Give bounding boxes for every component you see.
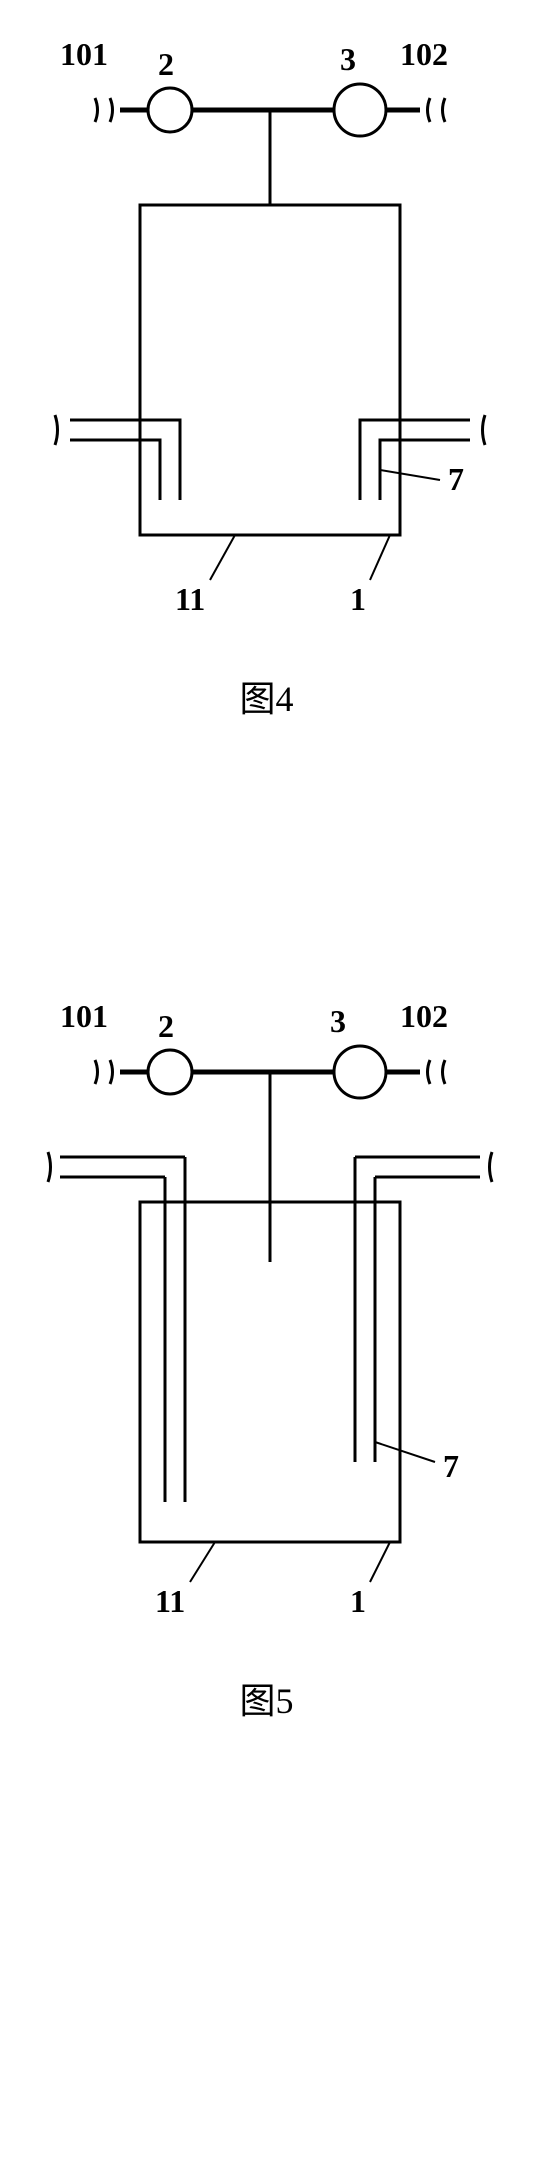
page: 101 2 3 102 7 1 11 图4: [0, 0, 533, 1724]
left-circle: [148, 88, 192, 132]
left-pipe-break-side: [48, 1152, 51, 1182]
figure-5-svg: 101 2 3 102 7 1 11: [0, 982, 533, 1642]
figure-4: 101 2 3 102 7 1 11 图4: [0, 0, 533, 722]
label-11: 11: [175, 581, 205, 617]
figure-4-caption: 图4: [0, 670, 533, 722]
label-102: 102: [400, 36, 448, 72]
label-2: 2: [158, 46, 174, 82]
figure-5: 101 2 3 102 7 1 11 图5: [0, 982, 533, 1724]
right-pipe-break-side: [490, 1152, 493, 1182]
leader-1: [370, 1542, 390, 1582]
figure-4-svg: 101 2 3 102 7 1 11: [0, 20, 533, 640]
left-pipe-break-top: [95, 98, 113, 122]
right-downtube: [355, 1157, 480, 1462]
label-1: 1: [350, 581, 366, 617]
figure-5-caption: 图5: [0, 1672, 533, 1724]
label-2: 2: [158, 1008, 174, 1044]
label-3: 3: [340, 41, 356, 77]
leader-1: [370, 535, 390, 580]
right-circle: [334, 84, 386, 136]
label-102: 102: [400, 998, 448, 1034]
label-101: 101: [60, 998, 108, 1034]
right-pipe-break-top: [428, 98, 446, 122]
right-pipe-break-side: [483, 415, 486, 445]
leader-11: [190, 1542, 215, 1582]
label-1: 1: [350, 1583, 366, 1619]
left-circle: [148, 1050, 192, 1094]
left-l-pipe: [70, 420, 180, 500]
label-11: 11: [155, 1583, 185, 1619]
leader-7: [375, 1442, 435, 1462]
right-pipe-break-top: [428, 1060, 446, 1084]
leader-7: [380, 470, 440, 480]
label-7: 7: [448, 461, 464, 497]
figure-gap: [0, 722, 533, 982]
leader-11: [210, 535, 235, 580]
label-101: 101: [60, 36, 108, 72]
left-pipe-break-top: [95, 1060, 113, 1084]
label-7: 7: [443, 1448, 459, 1484]
left-downtube: [60, 1157, 185, 1502]
label-3: 3: [330, 1003, 346, 1039]
right-circle: [334, 1046, 386, 1098]
left-pipe-break-side: [55, 415, 58, 445]
